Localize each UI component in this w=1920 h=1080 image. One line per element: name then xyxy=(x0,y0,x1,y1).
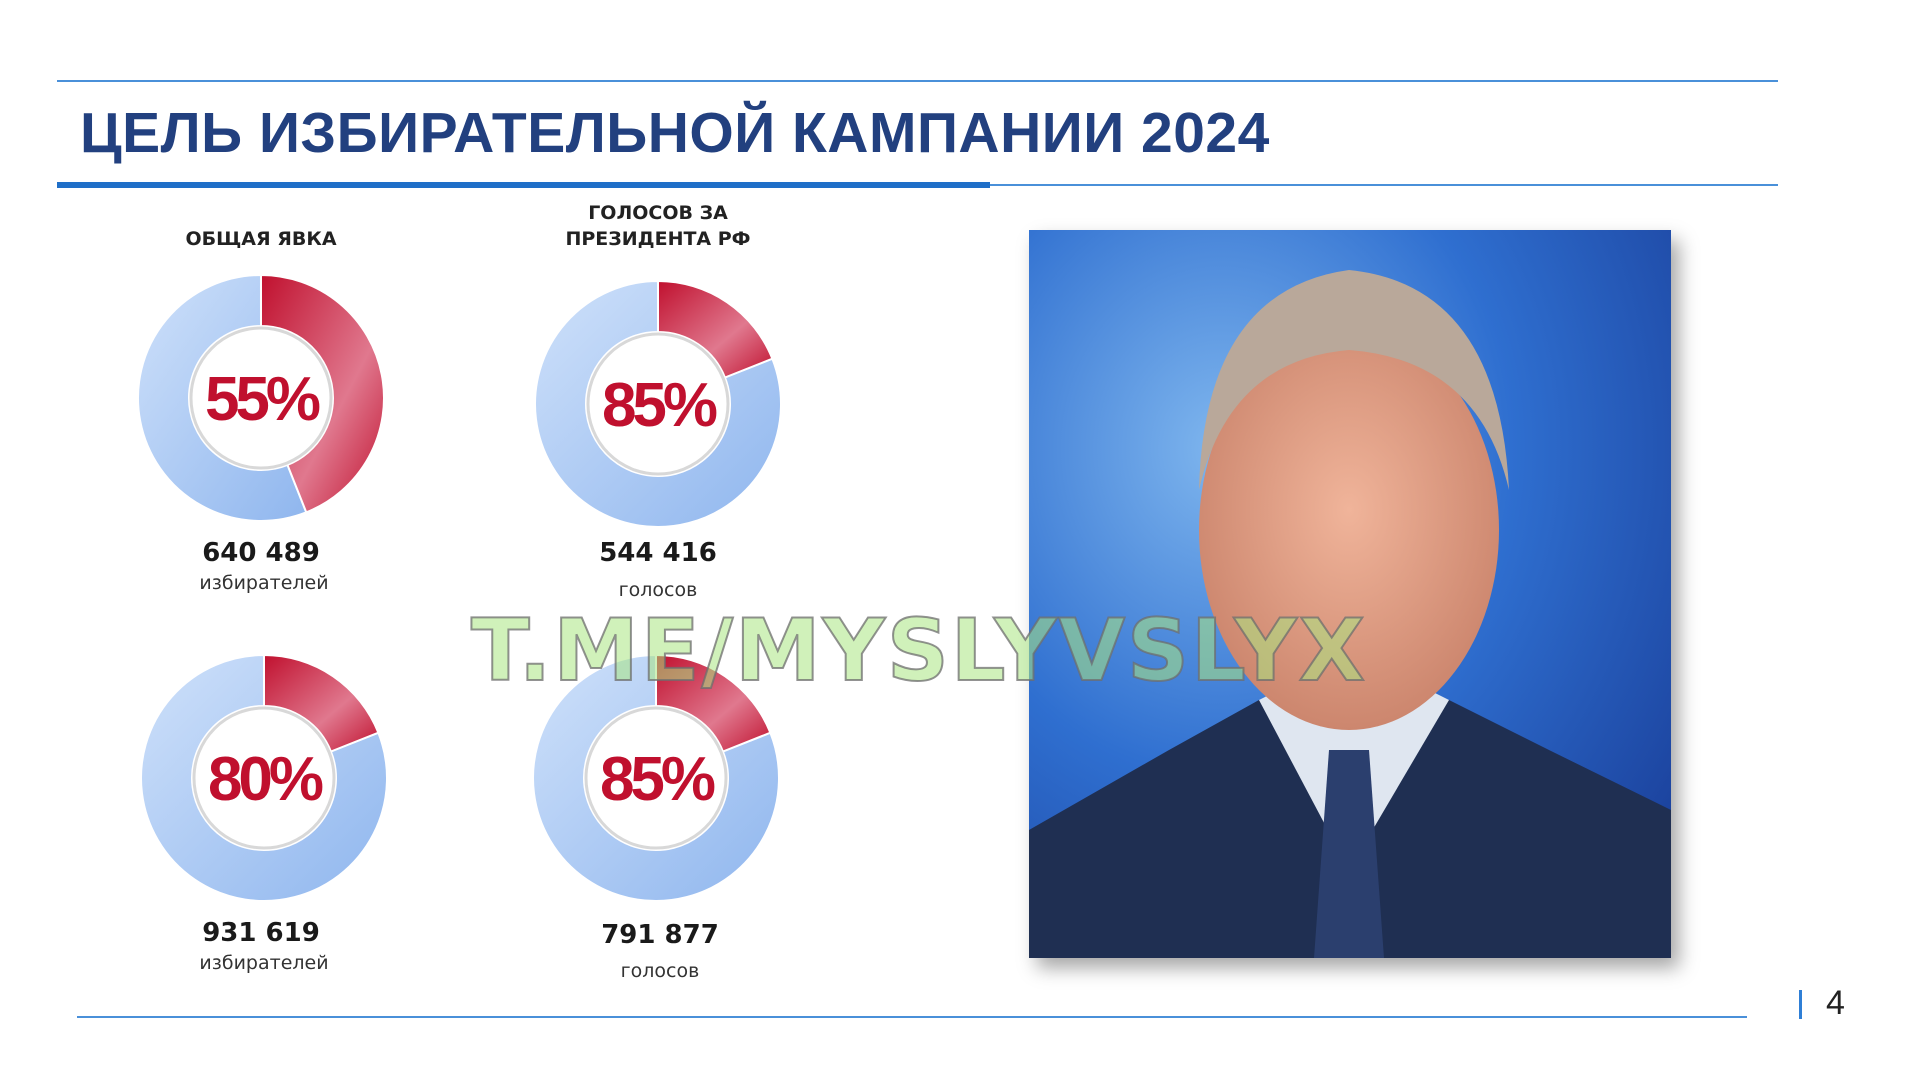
donut-segment-blue xyxy=(534,279,782,528)
bottom-rule xyxy=(77,1016,1747,1018)
donut-segment-blue xyxy=(137,273,308,522)
value-3: 931 619 xyxy=(202,918,320,948)
percent-label: 85% xyxy=(602,371,717,440)
donut-segment-red xyxy=(260,273,386,514)
label-line: ОБЩАЯ ЯВКА xyxy=(185,228,337,250)
donut-hole xyxy=(584,706,728,850)
donut-chart-4: 85% xyxy=(532,653,780,902)
label-line: ГОЛОСОВ ЗА xyxy=(588,202,728,224)
percent-label: 80% xyxy=(208,745,323,814)
label-line: ПРЕЗИДЕНТА РФ xyxy=(565,228,751,250)
unit-4: голосов xyxy=(620,960,700,982)
column-label-president-votes: ГОЛОСОВ ЗА ПРЕЗИДЕНТА РФ xyxy=(508,200,808,252)
donut-segment-red xyxy=(263,653,380,753)
value-2: 544 416 xyxy=(599,538,717,568)
donut-segment-blue xyxy=(532,653,780,902)
slide-title: ЦЕЛЬ ИЗБИРАТЕЛЬНОЙ КАМПАНИИ 2024 xyxy=(80,101,1270,165)
donut-chart-3: 80% xyxy=(140,653,388,902)
value-4: 791 877 xyxy=(601,920,719,950)
donut-hole xyxy=(189,326,333,470)
donut-segment-red xyxy=(657,279,774,379)
value-1: 640 489 xyxy=(202,538,320,568)
donut-segment-red xyxy=(655,653,772,753)
donut-chart-1: 55% xyxy=(137,273,386,522)
page-number: 4 xyxy=(1826,984,1845,1022)
unit-3: избирателей xyxy=(199,952,329,974)
portrait-photo xyxy=(1029,230,1671,958)
percent-label: 85% xyxy=(600,745,715,814)
title-accent-rule xyxy=(57,182,990,188)
unit-2: голосов xyxy=(618,579,698,601)
donut-hole xyxy=(586,332,730,476)
watermark: T.ME/MYSLYVSLYX xyxy=(470,601,1367,701)
percent-label: 55% xyxy=(205,365,320,434)
donut-chart-2: 85% xyxy=(534,279,782,528)
donut-segment-blue xyxy=(140,653,388,902)
donut-hole xyxy=(192,706,336,850)
top-rule xyxy=(57,80,1778,82)
column-label-turnout: ОБЩАЯ ЯВКА xyxy=(111,226,411,252)
unit-1: избирателей xyxy=(199,572,329,594)
page-marker xyxy=(1799,990,1802,1019)
